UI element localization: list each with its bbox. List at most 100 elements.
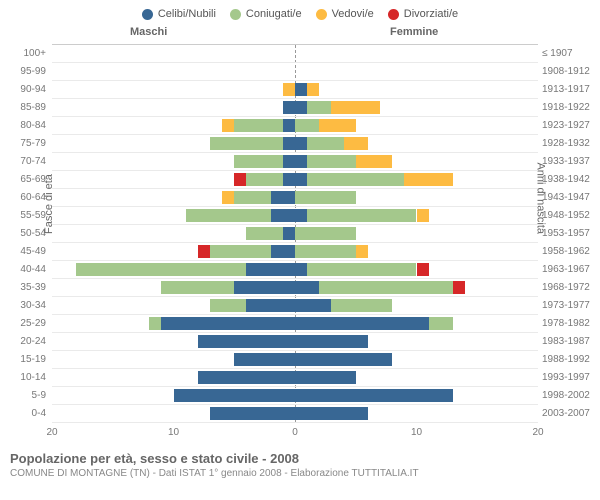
bar-segment-male-celibi <box>283 173 295 186</box>
bar-segment-female-celibi <box>295 155 307 168</box>
birth-year-label: 1953-1957 <box>542 225 598 243</box>
bar-segment-female-coniugati <box>295 191 356 204</box>
bar-segment-male-celibi <box>283 119 295 132</box>
bar-group <box>52 299 538 312</box>
legend-item-divorziati: Divorziati/e <box>388 8 458 20</box>
bar-segment-male-divorziati <box>198 245 210 258</box>
x-tick: 20 <box>532 427 543 438</box>
bar-group <box>52 65 538 78</box>
bar-group <box>52 155 538 168</box>
bar-segment-female-celibi <box>295 407 368 420</box>
bar-segment-female-celibi <box>295 299 331 312</box>
bar-segment-female-vedovi <box>331 101 380 114</box>
bar-segment-male-celibi <box>246 263 295 276</box>
age-label: 35-39 <box>2 279 46 297</box>
age-label: 95-99 <box>2 63 46 81</box>
chart-title: Popolazione per età, sesso e stato civil… <box>10 451 600 466</box>
bar-segment-female-celibi <box>295 317 429 330</box>
bar-segment-female-coniugati <box>307 263 416 276</box>
age-label: 5-9 <box>2 387 46 405</box>
bar-segment-male-celibi <box>271 209 295 222</box>
bar-segment-male-coniugati <box>210 245 271 258</box>
bar-segment-male-celibi <box>234 281 295 294</box>
age-label: 55-59 <box>2 207 46 225</box>
age-row: 100+≤ 1907 <box>52 45 538 63</box>
bar-group <box>52 83 538 96</box>
bar-segment-male-coniugati <box>234 191 270 204</box>
birth-year-label: 2003-2007 <box>542 405 598 423</box>
plot-area: Fasce di età Anni di nascita 100+≤ 19079… <box>52 44 538 423</box>
bar-segment-male-celibi <box>246 299 295 312</box>
birth-year-label: 1993-1997 <box>542 369 598 387</box>
bar-segment-female-coniugati <box>295 119 319 132</box>
age-row: 70-741933-1937 <box>52 153 538 171</box>
bar-segment-male-celibi <box>161 317 295 330</box>
age-row: 10-141993-1997 <box>52 369 538 387</box>
bar-segment-female-celibi <box>295 101 307 114</box>
birth-year-label: 1928-1932 <box>542 135 598 153</box>
age-row: 35-391968-1972 <box>52 279 538 297</box>
age-row: 55-591948-1952 <box>52 207 538 225</box>
bar-group <box>52 245 538 258</box>
age-label: 40-44 <box>2 261 46 279</box>
bar-segment-male-celibi <box>198 335 295 348</box>
bar-segment-male-coniugati <box>76 263 246 276</box>
legend-label: Celibi/Nubili <box>158 8 216 20</box>
birth-year-label: 1938-1942 <box>542 171 598 189</box>
age-row: 95-991908-1912 <box>52 63 538 81</box>
bar-segment-female-vedovi <box>356 155 392 168</box>
legend-label: Vedovi/e <box>332 8 374 20</box>
bar-segment-male-celibi <box>283 137 295 150</box>
birth-year-label: ≤ 1907 <box>542 45 598 63</box>
bar-group <box>52 47 538 60</box>
birth-year-label: 1933-1937 <box>542 153 598 171</box>
bar-group <box>52 227 538 240</box>
age-row: 50-541953-1957 <box>52 225 538 243</box>
bar-segment-female-vedovi <box>307 83 319 96</box>
legend-swatch <box>142 9 153 20</box>
bar-segment-male-celibi <box>234 353 295 366</box>
column-headers: Maschi Femmine <box>0 26 600 44</box>
bar-segment-female-celibi <box>295 83 307 96</box>
age-row: 20-241983-1987 <box>52 333 538 351</box>
age-label: 25-29 <box>2 315 46 333</box>
bar-segment-male-coniugati <box>149 317 161 330</box>
age-label: 90-94 <box>2 81 46 99</box>
birth-year-label: 1968-1972 <box>542 279 598 297</box>
bar-group <box>52 335 538 348</box>
bar-segment-female-coniugati <box>307 101 331 114</box>
bar-segment-female-vedovi <box>344 137 368 150</box>
x-tick: 20 <box>46 427 57 438</box>
bar-group <box>52 173 538 186</box>
bar-segment-female-vedovi <box>417 209 429 222</box>
bar-segment-female-celibi <box>295 335 368 348</box>
bar-segment-female-celibi <box>295 173 307 186</box>
bar-segment-female-coniugati <box>295 245 356 258</box>
age-row: 60-641943-1947 <box>52 189 538 207</box>
bar-segment-male-coniugati <box>234 119 283 132</box>
population-pyramid-chart: Celibi/Nubili Coniugati/e Vedovi/e Divorzia… <box>0 0 600 479</box>
bar-segment-female-coniugati <box>429 317 453 330</box>
bar-segment-male-celibi <box>174 389 296 402</box>
bar-segment-male-vedovi <box>222 119 234 132</box>
age-row: 85-891918-1922 <box>52 99 538 117</box>
bar-segment-male-coniugati <box>210 137 283 150</box>
age-label: 70-74 <box>2 153 46 171</box>
age-label: 10-14 <box>2 369 46 387</box>
bar-segment-male-coniugati <box>246 227 282 240</box>
age-row: 15-191988-1992 <box>52 351 538 369</box>
birth-year-label: 1913-1917 <box>542 81 598 99</box>
age-row: 25-291978-1982 <box>52 315 538 333</box>
bar-segment-male-celibi <box>271 245 295 258</box>
bar-segment-male-celibi <box>283 227 295 240</box>
bar-segment-female-coniugati <box>307 173 404 186</box>
bar-segment-male-coniugati <box>161 281 234 294</box>
legend-item-coniugati: Coniugati/e <box>230 8 302 20</box>
birth-year-label: 1918-1922 <box>542 99 598 117</box>
bar-segment-female-celibi <box>295 371 356 384</box>
bar-segment-female-divorziati <box>453 281 465 294</box>
bar-group <box>52 137 538 150</box>
bar-segment-female-coniugati <box>295 227 356 240</box>
bar-segment-male-vedovi <box>222 191 234 204</box>
birth-year-label: 1973-1977 <box>542 297 598 315</box>
